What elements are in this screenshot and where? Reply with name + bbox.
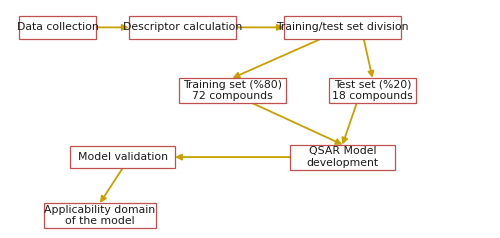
FancyBboxPatch shape [290, 144, 395, 169]
FancyBboxPatch shape [70, 146, 175, 169]
FancyBboxPatch shape [19, 16, 96, 39]
Text: Test set (%20)
18 compounds: Test set (%20) 18 compounds [332, 80, 413, 101]
Text: Training/test set division: Training/test set division [276, 22, 409, 32]
Text: Descriptor calculation: Descriptor calculation [123, 22, 242, 32]
Text: Applicability domain
of the model: Applicability domain of the model [44, 205, 156, 226]
FancyBboxPatch shape [129, 16, 236, 39]
Text: Data collection: Data collection [16, 22, 98, 32]
FancyBboxPatch shape [179, 78, 286, 103]
FancyBboxPatch shape [44, 203, 156, 228]
FancyBboxPatch shape [329, 78, 416, 103]
Text: QSAR Model
development: QSAR Model development [306, 146, 378, 168]
Text: Model validation: Model validation [78, 152, 168, 162]
Text: Training set (%80)
72 compounds: Training set (%80) 72 compounds [183, 80, 282, 101]
FancyBboxPatch shape [284, 16, 402, 39]
